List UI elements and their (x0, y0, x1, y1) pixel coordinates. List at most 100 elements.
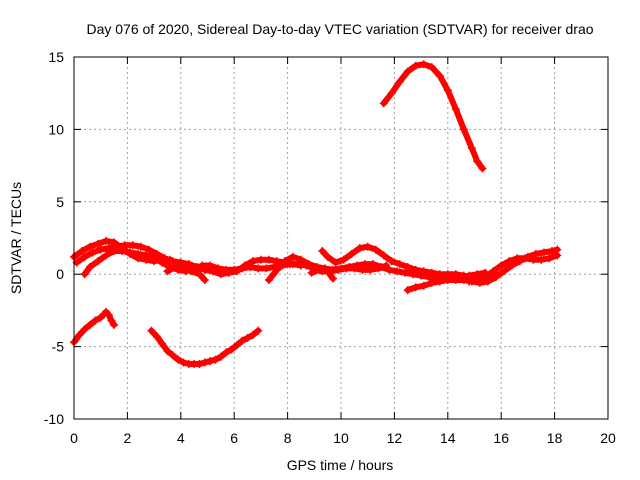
data-point (110, 320, 119, 329)
data-point (459, 125, 468, 134)
series-arc-middle-1 (163, 262, 209, 284)
data-point (94, 257, 103, 266)
data-point (499, 267, 508, 276)
data-point (505, 257, 514, 266)
data-point (403, 286, 412, 295)
chart-title: Day 076 of 2020, Sidereal Day-to-day VTE… (86, 21, 593, 37)
data-point (337, 264, 345, 273)
data-point (451, 105, 460, 114)
data-point (395, 260, 404, 269)
data-point (411, 61, 420, 70)
data-point (152, 332, 161, 341)
x-tick-label: 2 (124, 430, 132, 446)
data-point (264, 255, 273, 264)
data-point (545, 254, 554, 263)
data-point (102, 251, 111, 260)
y-tick-label: -5 (52, 339, 65, 355)
data-point (411, 283, 420, 292)
data-point (401, 268, 410, 277)
data-point (179, 358, 188, 367)
data-point (200, 358, 209, 367)
data-point (473, 275, 482, 284)
data-point (296, 255, 305, 264)
data-point (254, 264, 263, 273)
x-tick-label: 0 (70, 430, 78, 446)
data-point (120, 241, 129, 250)
x-tick-label: 14 (440, 430, 456, 446)
series-line (308, 266, 336, 282)
data-point (419, 60, 428, 69)
data-point (473, 157, 482, 166)
data-point (371, 245, 380, 254)
data-point (435, 270, 444, 279)
data-point (513, 254, 522, 263)
data-point (150, 254, 159, 263)
data-point (80, 325, 89, 334)
data-point (411, 265, 420, 274)
data-point (288, 252, 297, 261)
data-point (248, 331, 257, 340)
data-point (206, 357, 215, 366)
data-point (75, 331, 84, 340)
data-point (211, 355, 220, 364)
data-point (361, 260, 370, 269)
data-point (531, 249, 540, 258)
data-point (110, 247, 119, 256)
data-series (70, 60, 562, 368)
data-point (489, 267, 498, 276)
x-tick-label: 8 (284, 430, 292, 446)
data-point (491, 273, 500, 282)
x-tick-label: 16 (493, 430, 509, 446)
data-point (459, 275, 468, 284)
x-tick-label: 10 (333, 430, 349, 446)
data-point (206, 261, 215, 270)
data-point (481, 273, 490, 282)
data-point (427, 63, 436, 72)
data-point (179, 264, 188, 273)
y-tick-label: 15 (48, 49, 64, 65)
data-point (195, 359, 204, 368)
data-point (80, 252, 89, 261)
data-point (238, 264, 247, 273)
data-point (280, 257, 289, 266)
data-point (147, 326, 156, 335)
data-point (315, 265, 324, 274)
data-point (198, 261, 207, 270)
series-line (380, 61, 486, 172)
x-tick-label: 4 (177, 430, 185, 446)
x-tick-label: 20 (600, 430, 616, 446)
data-point (227, 345, 236, 354)
data-point (419, 281, 428, 290)
data-point (96, 245, 105, 254)
data-point (262, 264, 271, 273)
data-point (118, 247, 127, 256)
data-point (214, 264, 223, 273)
data-point (478, 164, 487, 173)
data-point (328, 274, 337, 283)
data-point (345, 262, 354, 271)
data-point (195, 270, 204, 279)
data-point (366, 265, 375, 274)
data-point (80, 270, 89, 279)
data-point (184, 260, 193, 269)
data-point (168, 257, 177, 266)
data-point (355, 244, 364, 253)
data-point (323, 267, 332, 276)
data-point (369, 260, 378, 269)
series-arc-negative-1 (70, 307, 119, 347)
data-point (467, 144, 476, 153)
data-point (497, 261, 506, 270)
data-point (171, 262, 180, 271)
data-point (158, 339, 167, 348)
data-point (339, 255, 348, 264)
series-arc-far-right (465, 251, 562, 286)
data-point (272, 265, 281, 274)
data-point (465, 277, 474, 286)
data-point (403, 262, 412, 271)
data-point (248, 257, 257, 266)
data-point (222, 265, 231, 274)
data-point (200, 275, 209, 284)
data-point (230, 265, 239, 274)
y-tick-label: 5 (56, 194, 64, 210)
